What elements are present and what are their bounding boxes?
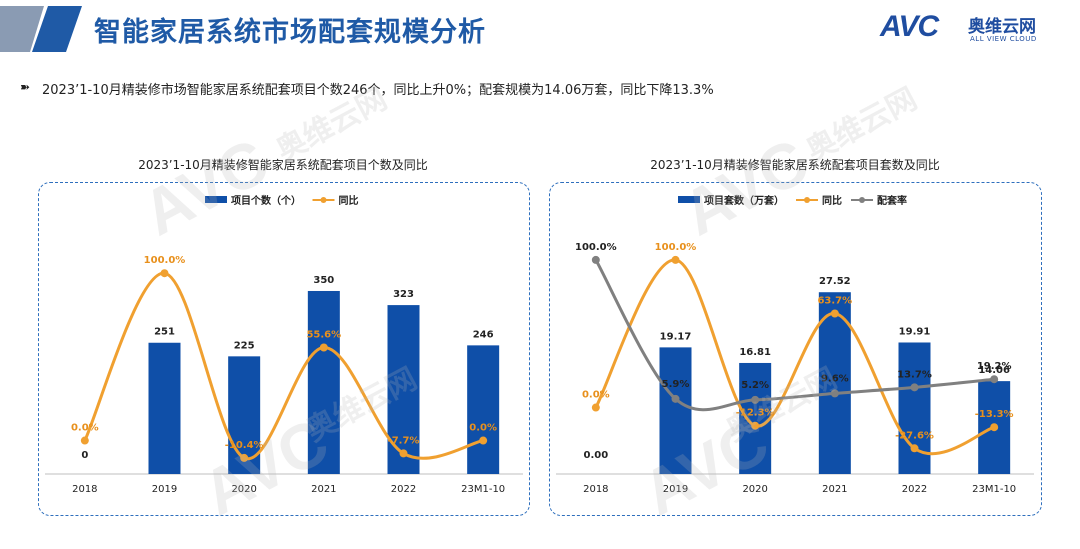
x-tick-label: 2019 (663, 484, 688, 495)
legend-label: 同比 (339, 194, 359, 207)
legend-bar-swatch (205, 196, 227, 203)
legend-line-marker (859, 197, 865, 203)
chart-right-title: 2023’1-10月精装修智能家居系统配套项目套数及同比 (650, 158, 940, 172)
legend-line-marker (320, 197, 327, 203)
line-point (990, 423, 999, 432)
bar (467, 345, 500, 474)
logo-name-en: ALL VIEW CLOUD (970, 35, 1037, 43)
line-value-label: 5.9% (662, 379, 690, 390)
line-value-label: 5.2% (741, 380, 769, 391)
x-tick-label: 2021 (311, 484, 336, 495)
series-line (594, 258, 996, 412)
line-point (399, 449, 408, 458)
line-point (671, 255, 680, 264)
line-point (671, 394, 680, 403)
series-line (83, 271, 485, 461)
line-point (910, 444, 919, 453)
legend-label: 配套率 (877, 194, 907, 207)
line-point (830, 389, 839, 398)
line-value-label: 19.2% (977, 361, 1012, 372)
line-value-label: 100.0% (655, 242, 697, 253)
line-point (751, 395, 760, 404)
line-point (240, 453, 249, 462)
line-value-label: 0.0% (469, 423, 497, 434)
x-tick-label: 2022 (391, 484, 416, 495)
x-tick-label: 23M1-10 (972, 484, 1016, 495)
header-bar: 智能家居系统市场配套规模分析 AVC 奥维云网 ALL VIEW CLOUD (0, 0, 1080, 60)
bar-value-label: 225 (234, 340, 255, 351)
line-value-label: -12.3% (736, 408, 775, 419)
x-tick-label: 2020 (231, 484, 256, 495)
legend-label: 同比 (822, 194, 842, 207)
x-tick-label: 2019 (152, 484, 177, 495)
line-value-label: -27.6% (895, 430, 934, 441)
legend-label: 项目个数（个） (231, 194, 301, 207)
summary-text: 2023’1-10月精装修市场智能家居系统配套项目个数246个，同比上升0%；配… (42, 83, 714, 98)
line-value-label: 13.7% (897, 369, 932, 380)
x-tick-label: 2020 (742, 484, 767, 495)
x-tick-label: 2018 (583, 484, 608, 495)
chart-right: 项目套数（万套） 同比 配套率 2018 2019 2020 2021 2022 23M1-10… (556, 194, 1034, 495)
line-value-label: 100.0% (575, 242, 617, 253)
chart-left-title: 2023’1-10月精装修智能家居系统配套项目个数及同比 (138, 158, 428, 172)
x-tick-label: 2022 (902, 484, 927, 495)
page-title: 智能家居系统市场配套规模分析 (94, 17, 486, 48)
line-value-label: 100.0% (144, 255, 186, 266)
bar-value-label: 0 (81, 450, 88, 461)
line-value-label: -10.4% (225, 440, 264, 451)
legend-line-marker (804, 197, 810, 203)
bar-value-label: 16.81 (739, 347, 771, 358)
line-point (319, 343, 328, 352)
line-value-label: -13.3% (975, 409, 1014, 420)
bar (387, 305, 420, 474)
line-point (830, 309, 839, 318)
line-value-label: -7.7% (388, 435, 420, 446)
bar (659, 347, 692, 474)
line-value-label: 63.7% (817, 296, 852, 307)
bar-value-label: 246 (473, 329, 494, 340)
line-point (990, 375, 999, 384)
logo-avc-text: AVC (880, 10, 939, 43)
line-point (591, 403, 600, 412)
bullet-arrow-icon: ➽ (20, 80, 31, 94)
bar-value-label: 27.52 (819, 276, 851, 287)
x-tick-label: 23M1-10 (461, 484, 505, 495)
bar-value-label: 251 (154, 327, 175, 338)
x-tick-label: 2018 (72, 484, 97, 495)
x-tick-label: 2021 (822, 484, 847, 495)
line-point (910, 383, 919, 392)
line-point (479, 436, 488, 445)
line-point (751, 421, 760, 430)
bar-value-label: 0.00 (583, 450, 608, 461)
bar-value-label: 350 (313, 275, 334, 286)
line-value-label: 0.0% (71, 423, 99, 434)
bar-value-label: 14.06 (978, 365, 1010, 376)
bar-value-label: 19.91 (899, 326, 931, 337)
title-decoration (0, 6, 82, 52)
line-point (591, 255, 600, 264)
bar-value-label: 323 (393, 289, 414, 300)
bar (739, 362, 772, 474)
chart-left: 项目个数（个） 同比 2018 2019 2020 2021 2022 23M1-10 0 251… (45, 194, 523, 495)
bar (148, 342, 181, 474)
chart-right-panel (549, 182, 1042, 516)
bar-value-label: 19.17 (660, 331, 692, 342)
legend-label: 项目套数（万套） (704, 194, 784, 207)
line-value-label: 0.0% (582, 390, 610, 401)
line-point (80, 436, 89, 445)
line-value-label: 55.6% (306, 329, 341, 340)
line-point (160, 269, 169, 278)
series-line (594, 258, 996, 456)
bar (307, 290, 340, 474)
brand-logo: AVC 奥维云网 ALL VIEW CLOUD (880, 8, 1060, 52)
legend-bar-swatch (678, 196, 700, 203)
line-value-label: 9.6% (821, 373, 849, 384)
logo-name-cn: 奥维云网 (968, 17, 1036, 37)
chart-left-panel (38, 182, 530, 516)
